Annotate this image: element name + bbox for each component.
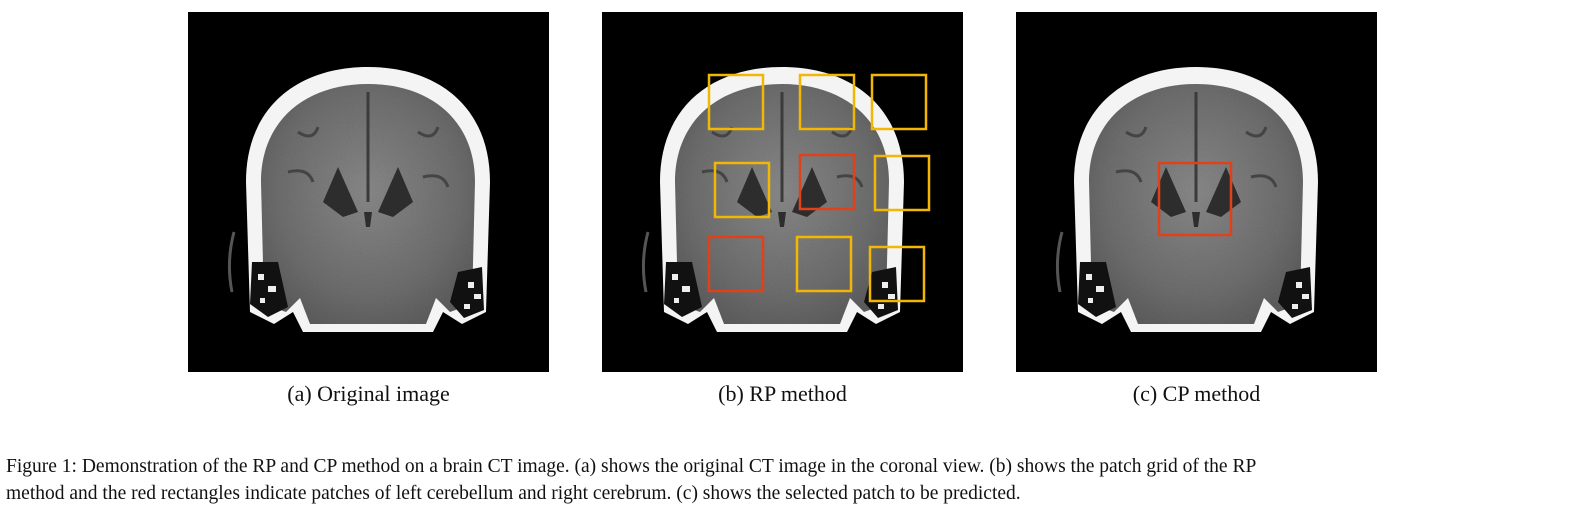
patch-box — [873, 154, 931, 212]
patch-box — [707, 73, 765, 131]
figure-caption: Figure 1: Demonstration of the RP and CP… — [6, 453, 1572, 507]
patch-box — [713, 161, 771, 219]
figure-caption-line-1: Figure 1: Demonstration of the RP and CP… — [6, 456, 1257, 477]
patch-box-selected — [1157, 161, 1233, 237]
patch-box-selected — [798, 153, 856, 211]
patch-box — [870, 73, 928, 131]
ct-image-rp — [602, 12, 963, 372]
ct-image-original — [188, 12, 549, 372]
figure-caption-line-2: method and the red rectangles indicate p… — [6, 483, 1021, 504]
subfigure-caption-a: (a) Original image — [287, 381, 450, 406]
patch-box — [868, 245, 926, 303]
patch-box — [798, 73, 856, 131]
patch-box — [795, 235, 853, 293]
subfigure-caption-c: (c) CP method — [1132, 381, 1261, 406]
ct-image-cp — [1016, 12, 1377, 372]
patch-box-selected — [707, 235, 765, 293]
brain-ct-scan — [641, 67, 931, 332]
subfigure-caption-b: (b) RP method — [718, 381, 847, 406]
brain-ct-scan — [227, 67, 490, 332]
brain-ct-scan — [1055, 67, 1318, 332]
